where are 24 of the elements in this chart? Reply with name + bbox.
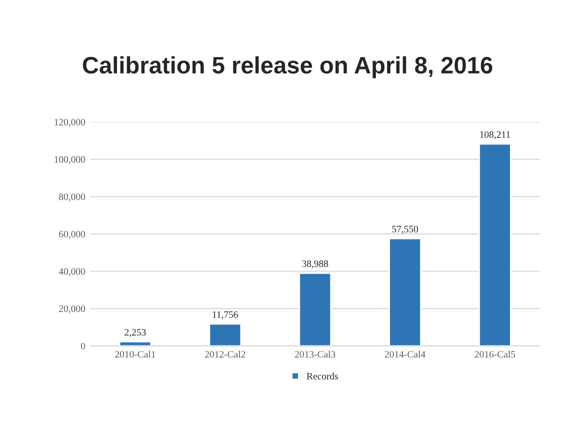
bar bbox=[298, 272, 332, 346]
y-tick-label: 40,000 bbox=[58, 268, 86, 276]
y-tick-label: 120,000 bbox=[54, 118, 86, 127]
y-tick-label: 60,000 bbox=[59, 230, 86, 239]
bar bbox=[478, 143, 512, 346]
legend-label: Records bbox=[306, 372, 338, 380]
bar bbox=[208, 323, 242, 346]
x-tick-label: 2010-Cal1 bbox=[115, 350, 156, 358]
data-label: 11,756 bbox=[212, 311, 238, 320]
chart-title: Calibration 5 release on April 8, 2016 bbox=[82, 56, 492, 78]
data-label: 108,211 bbox=[480, 131, 510, 140]
x-tick-label: 2013-Cal3 bbox=[295, 350, 336, 358]
bar bbox=[388, 238, 422, 346]
x-tick-label: 2014-Cal4 bbox=[384, 350, 426, 358]
y-tick-label: 80,000 bbox=[59, 194, 86, 202]
bar bbox=[118, 341, 152, 346]
data-label: 2,253 bbox=[124, 329, 146, 337]
x-tick-label: 2012-Cal2 bbox=[205, 350, 246, 358]
y-tick-label: 100,000 bbox=[54, 156, 86, 164]
y-tick-label: 20,000 bbox=[59, 305, 86, 314]
x-tick-label: 2016-Cal5 bbox=[474, 350, 516, 358]
data-label: 57,550 bbox=[392, 226, 418, 234]
y-tick-label: 0 bbox=[80, 342, 86, 350]
data-label: 38,988 bbox=[302, 260, 328, 268]
